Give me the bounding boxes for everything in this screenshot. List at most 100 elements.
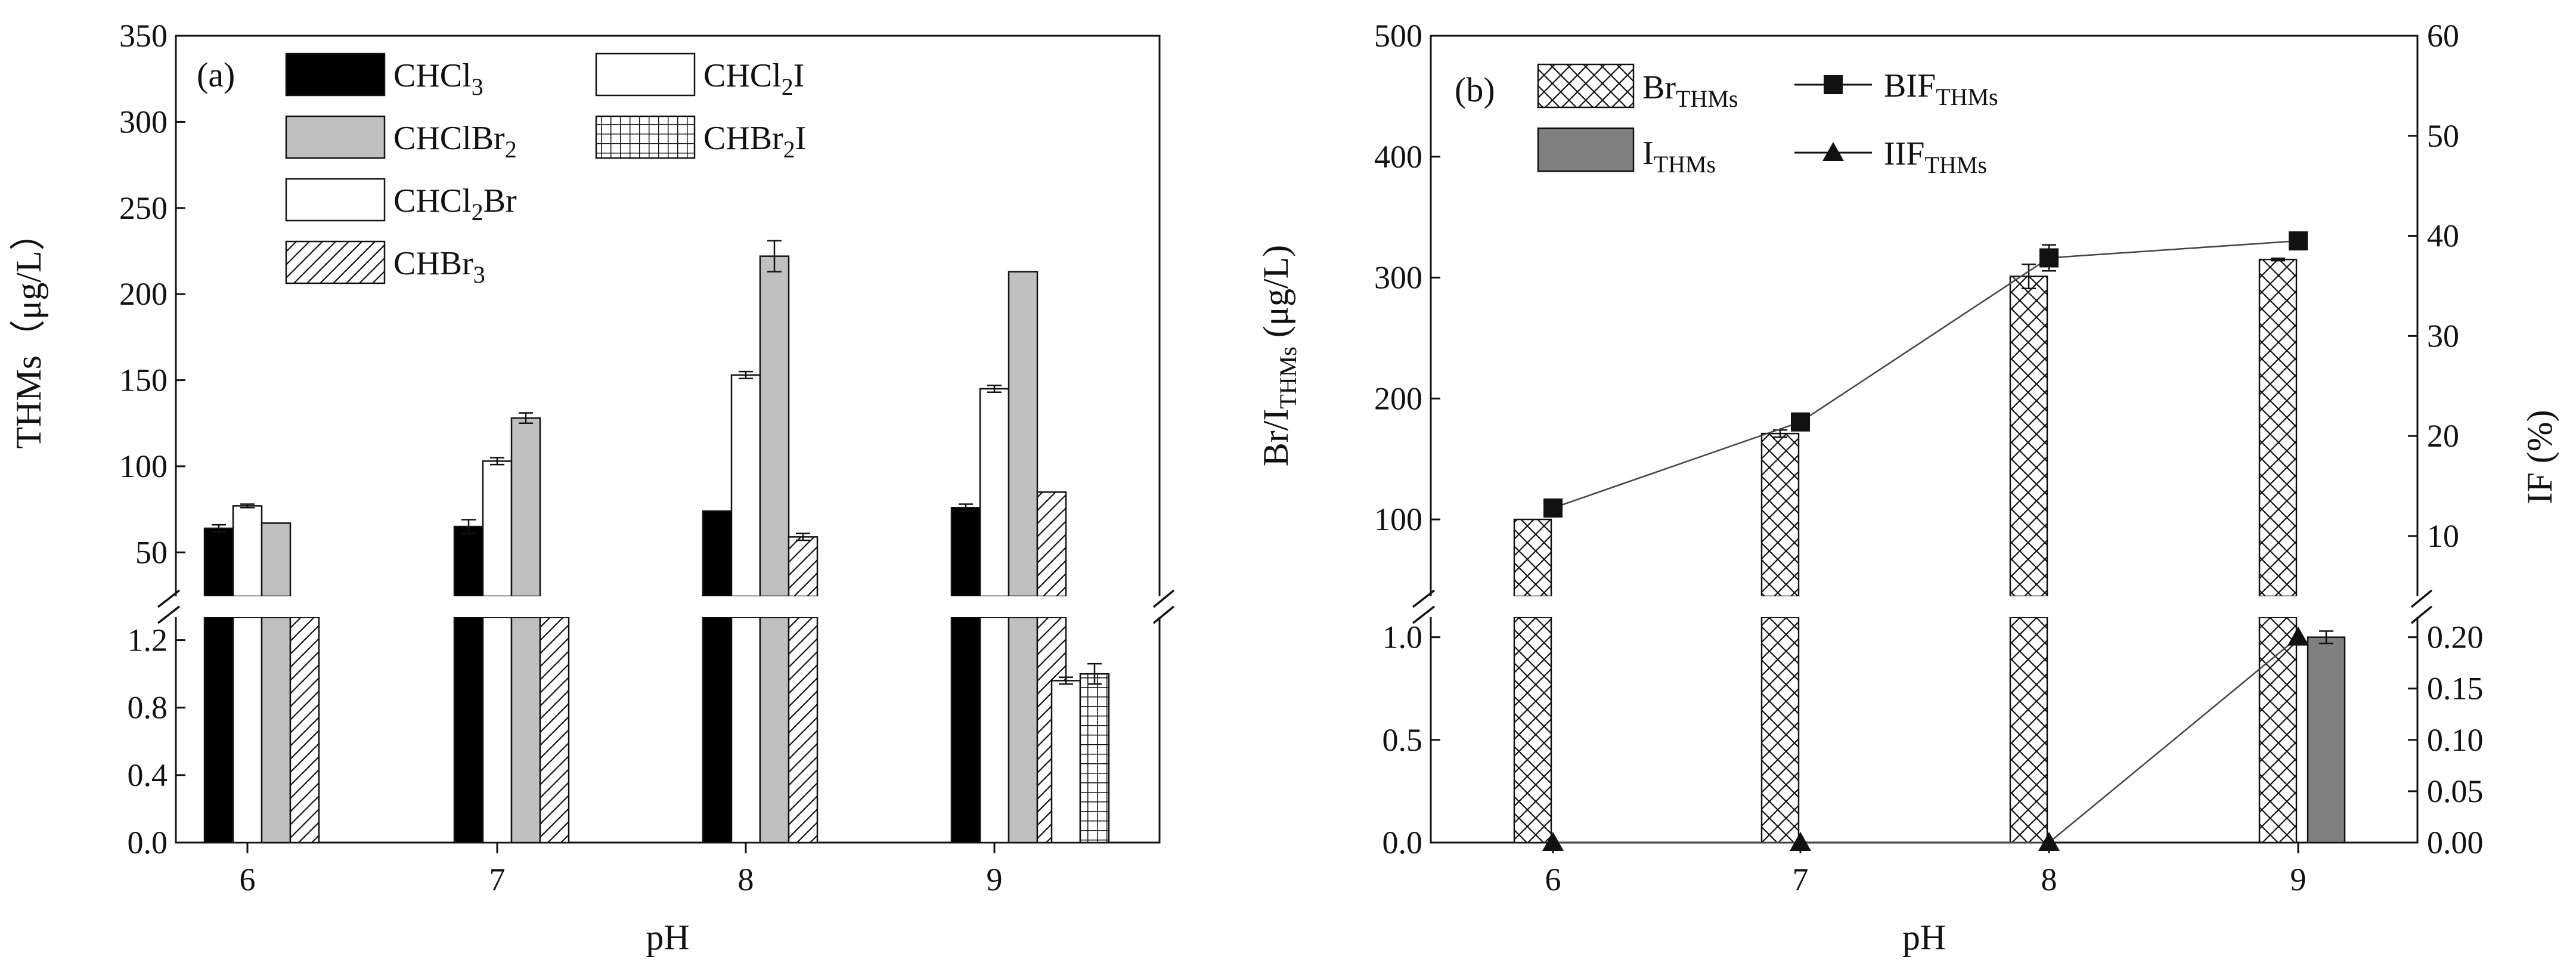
bar-a-CHCl3-8-lower xyxy=(702,616,733,844)
y2-axis-title-b: IF (%) xyxy=(2520,410,2559,504)
xtick-label-a: 7 xyxy=(489,862,506,897)
bar-a-CHBr2I-9 xyxy=(1079,673,1110,844)
legend-entry-a-4-tail: I xyxy=(793,57,805,94)
errorbar-b-ITHMs xyxy=(2319,630,2333,645)
bar-b-BrTHMs-8-lower xyxy=(2009,616,2048,844)
ytick-label-a-lower: 0.8 xyxy=(128,690,168,726)
y2tick-label-b-upper: 40 xyxy=(2427,218,2459,254)
bar-a-CHBr3-9 xyxy=(1036,491,1067,597)
bar-a-CHBr3-8-lower xyxy=(788,616,819,844)
marker-b-BIFTHMs-6 xyxy=(1543,498,1563,518)
legend-entry-b-3-main: IIF xyxy=(1884,135,1924,172)
errorbar-a-CHBr3-8 xyxy=(796,532,810,541)
ytick-label-b-upper: 400 xyxy=(1374,139,1422,175)
bar-a-CHClBr2-6-lower xyxy=(261,616,292,844)
legend-swatch-a xyxy=(595,52,696,97)
errorbar-a-CHCl2I-9 xyxy=(1059,676,1073,685)
y-axis-title-b-sub: THMs xyxy=(1275,346,1301,408)
marker-b-IIFTHMs-6 xyxy=(1542,832,1564,851)
axis-break-mark-left-a xyxy=(157,589,181,624)
plot-frame-a xyxy=(175,35,1161,844)
legend-entry-a-1: CHClBr2 xyxy=(393,120,517,163)
bar-a-CHBr3-7-lower xyxy=(539,616,570,844)
ytick-label-b-lower: 0.5 xyxy=(1382,722,1423,758)
panel-label-b: (b) xyxy=(1455,70,1495,109)
errorbar-a-CHCl2Br-9 xyxy=(987,384,1002,394)
legend-entry-b-3-sub: THMs xyxy=(1924,151,1986,178)
bar-b-ITHMs-9 xyxy=(2307,636,2346,844)
bar-a-CHClBr2-7-lower xyxy=(510,616,541,844)
ytick-label-a-upper: 200 xyxy=(119,276,168,312)
errorbar-a-CHCl2Br-8 xyxy=(739,370,753,379)
legend-entry-b-2: ITHMs xyxy=(1642,135,1716,178)
errorbar-a-CHCl3-9 xyxy=(959,503,973,512)
bar-a-CHCl2Br-8-lower xyxy=(730,616,761,844)
ytick-label-a-lower: 1.2 xyxy=(128,623,168,658)
legend-entry-b-2-sub: THMs xyxy=(1654,151,1716,178)
x-axis-title-a: pH xyxy=(646,918,689,957)
marker-b-BIFTHMs-8 xyxy=(2039,248,2059,268)
errorbar-a-CHCl2Br-7 xyxy=(490,457,504,466)
legend-entry-b-3: IIFTHMs xyxy=(1884,135,1987,178)
ytick-label-b-lower: 1.0 xyxy=(1382,620,1423,655)
bar-a-CHCl3-9 xyxy=(950,507,981,597)
axis-break-gap-a xyxy=(164,596,1171,617)
marker-b-BIFTHMs-7 xyxy=(1791,412,1810,432)
bar-a-CHClBr2-7 xyxy=(510,417,541,597)
bar-a-CHClBr2-8-lower xyxy=(759,616,790,844)
errorbar-a-CHClBr2-8 xyxy=(767,240,782,273)
marker-b-BIFTHMs-9 xyxy=(2289,231,2308,250)
legend-entry-b-0-main: Br xyxy=(1642,69,1676,106)
axis-break-mark-left-b xyxy=(1412,589,1436,624)
y2tick-label-b-upper: 10 xyxy=(2427,518,2459,554)
legend-swatch-a xyxy=(285,52,386,97)
legend-entry-a-2-sub: 2 xyxy=(472,199,483,225)
x-axis-title-b: pH xyxy=(1902,918,1946,957)
legend-entry-a-5: CHBr2I xyxy=(703,120,806,163)
legend-marker-b-IIFTHMs xyxy=(1822,142,1844,161)
bar-a-CHCl2Br-8 xyxy=(730,374,761,597)
ytick-label-b-upper: 100 xyxy=(1374,501,1422,537)
errorbar-a-CHCl3-6 xyxy=(212,524,226,532)
bar-b-BrTHMs-6-lower xyxy=(1513,616,1552,844)
y2tick-label-b-lower: 0.15 xyxy=(2427,671,2484,707)
bar-b-BrTHMs-7-lower xyxy=(1760,616,1800,844)
panel-label-a: (a) xyxy=(197,55,235,94)
legend-entry-b-1-main: BIF xyxy=(1884,67,1936,104)
legend-entry-a-5-sub: 2 xyxy=(783,136,795,163)
bar-a-CHCl3-8 xyxy=(702,510,733,597)
legend-entry-a-0-main: CHCl xyxy=(393,57,472,94)
legend-entry-a-2-main: CHCl xyxy=(393,182,472,219)
bar-a-CHCl3-6-lower xyxy=(203,616,234,844)
line-b-BIFTHMs xyxy=(1552,240,2299,509)
bar-a-CHClBr2-6 xyxy=(261,522,292,597)
ytick-label-b-lower: 0.0 xyxy=(1382,825,1423,860)
ytick-label-a-upper: 350 xyxy=(119,18,168,54)
y2tick-label-b-upper: 60 xyxy=(2427,18,2459,54)
bar-a-CHClBr2-9 xyxy=(1008,271,1039,597)
bar-a-CHBr3-8 xyxy=(788,536,819,597)
legend-entry-b-1-sub: THMs xyxy=(1936,83,1998,110)
xtick-label-b: 7 xyxy=(1793,862,1809,897)
bar-a-CHCl3-9-lower xyxy=(950,616,981,844)
y-axis-title-b-main: Br/I xyxy=(1256,409,1295,467)
legend-entry-a-1-sub: 2 xyxy=(505,136,517,163)
ytick-label-b-upper: 300 xyxy=(1374,260,1422,296)
marker-b-IIFTHMs-8 xyxy=(2038,832,2060,851)
legend-entry-a-5-tail: I xyxy=(795,120,807,157)
legend-marker-b-BIFTHMs xyxy=(1824,75,1843,94)
xtick-label-b: 9 xyxy=(2290,862,2307,897)
legend-entry-b-2-main: I xyxy=(1642,135,1654,172)
y2tick-label-b-lower: 0.00 xyxy=(2427,825,2484,860)
y2tick-label-b-upper: 50 xyxy=(2427,118,2459,154)
xtick-label-a: 8 xyxy=(738,862,754,897)
legend-entry-b-1: BIFTHMs xyxy=(1884,67,1998,110)
errorbar-a-CHClBr2-7 xyxy=(519,412,533,425)
legend-swatch-b-BrTHMs xyxy=(1537,63,1635,109)
legend-swatch-a xyxy=(285,115,386,159)
line-b-IIFTHMs xyxy=(1553,636,2299,844)
legend-entry-b-0-sub: THMs xyxy=(1676,85,1738,112)
legend-entry-a-0: CHCl3 xyxy=(393,57,483,100)
legend-swatch-a xyxy=(285,178,386,222)
